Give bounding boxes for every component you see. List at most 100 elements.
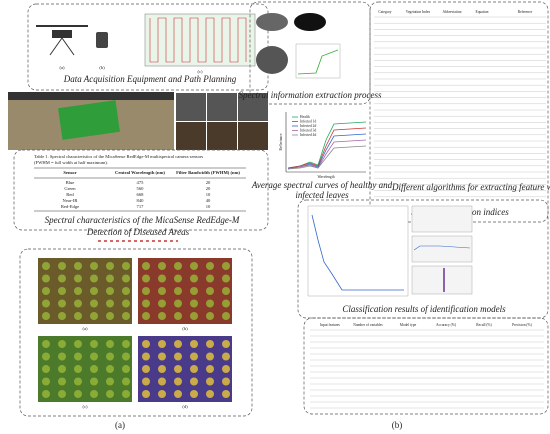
plant bbox=[190, 377, 198, 386]
plant bbox=[206, 340, 214, 348]
detection-image bbox=[138, 258, 232, 324]
plant bbox=[74, 299, 82, 308]
table-header: Number of variables bbox=[353, 323, 383, 327]
table-header: Precision (%) bbox=[512, 323, 532, 327]
section-title: Different algorithms for extracting feat… bbox=[391, 182, 550, 192]
leaf-thumbnails bbox=[176, 93, 268, 150]
plant bbox=[158, 262, 166, 270]
table-caption: (FWHM = full width at half maximum). bbox=[34, 160, 108, 165]
table-header: Category bbox=[378, 10, 391, 14]
plant bbox=[174, 299, 182, 308]
leaf-images bbox=[256, 13, 341, 79]
table-cell: 560 bbox=[137, 186, 145, 191]
plant bbox=[142, 390, 150, 398]
plant bbox=[222, 262, 230, 270]
plant bbox=[90, 377, 98, 386]
plant bbox=[190, 340, 198, 348]
panel-label: (a) bbox=[115, 420, 125, 430]
plant bbox=[106, 365, 114, 373]
plant bbox=[42, 390, 50, 398]
table-cell: Green bbox=[64, 186, 76, 191]
plant bbox=[174, 390, 182, 398]
detection-box bbox=[19, 248, 253, 417]
table-cell: 840 bbox=[137, 198, 145, 203]
table-header: Reference bbox=[518, 10, 533, 14]
plant bbox=[222, 352, 230, 361]
plant bbox=[58, 365, 66, 373]
plant bbox=[190, 352, 198, 361]
plant bbox=[190, 274, 198, 283]
plant bbox=[206, 390, 214, 398]
table1-box bbox=[13, 149, 269, 231]
selection-plots bbox=[307, 205, 473, 297]
plant bbox=[190, 365, 198, 373]
table-cell: 717 bbox=[137, 204, 145, 209]
plant bbox=[90, 390, 98, 398]
plant bbox=[142, 299, 150, 308]
x-label: Wavelength bbox=[317, 175, 334, 179]
panel-label: (b) bbox=[99, 65, 105, 70]
section-title: Average spectral curves of healthy and bbox=[251, 180, 393, 190]
plant bbox=[142, 365, 150, 373]
table-header: Central Wavelength (nm) bbox=[115, 170, 165, 175]
plant bbox=[206, 352, 214, 361]
plant bbox=[158, 377, 166, 386]
plant bbox=[122, 262, 130, 270]
plant bbox=[174, 352, 182, 361]
plant bbox=[122, 312, 130, 320]
plant bbox=[222, 377, 230, 386]
table-header: Equation bbox=[476, 10, 489, 14]
plant bbox=[122, 340, 130, 348]
plant bbox=[74, 340, 82, 348]
plant bbox=[190, 390, 198, 398]
plant bbox=[158, 312, 166, 320]
plant bbox=[206, 365, 214, 373]
table-cell: Near-IR bbox=[63, 198, 79, 203]
plant bbox=[90, 262, 98, 270]
plant bbox=[90, 352, 98, 361]
section-title: Detection of Diseased Areas bbox=[86, 227, 190, 237]
plant bbox=[58, 262, 66, 270]
table-header: Filter Bandwidth (FWHM) (nm) bbox=[176, 170, 240, 175]
extraction-box bbox=[249, 1, 371, 105]
plant bbox=[158, 365, 166, 373]
plant bbox=[74, 274, 82, 283]
plant bbox=[90, 312, 98, 320]
plant bbox=[190, 299, 198, 308]
plant bbox=[222, 365, 230, 373]
plant bbox=[74, 287, 82, 295]
table-cell: Red-Edge bbox=[61, 204, 79, 209]
table-cell: 10 bbox=[206, 204, 211, 209]
section-title: Classification results of identification… bbox=[342, 304, 506, 314]
plant bbox=[42, 287, 50, 295]
table-header: Input features bbox=[320, 323, 340, 327]
plant bbox=[206, 262, 214, 270]
results-table: Input features Number of variables Model t… bbox=[310, 323, 544, 409]
y-label: Reflectance bbox=[279, 133, 283, 150]
plant bbox=[174, 365, 182, 373]
plant bbox=[174, 274, 182, 283]
section-title: infected leaves bbox=[295, 190, 349, 200]
plant bbox=[190, 262, 198, 270]
plant bbox=[122, 299, 130, 308]
plant bbox=[74, 352, 82, 361]
legend-label: Infected 3d bbox=[300, 128, 316, 132]
plant bbox=[206, 287, 214, 295]
plant bbox=[74, 262, 82, 270]
plant bbox=[58, 299, 66, 308]
plant bbox=[222, 287, 230, 295]
plant bbox=[42, 352, 50, 361]
table-cell: 20 bbox=[206, 180, 211, 185]
thumbnail bbox=[176, 122, 206, 150]
plant bbox=[142, 287, 150, 295]
panel-label: (b) bbox=[182, 326, 188, 331]
table-cell: 668 bbox=[137, 192, 145, 197]
plant bbox=[106, 377, 114, 386]
plant bbox=[58, 352, 66, 361]
plant bbox=[74, 312, 82, 320]
plant bbox=[122, 352, 130, 361]
acquisition-title: Data Acquisition Equipment and Path Plan… bbox=[63, 74, 237, 84]
plant bbox=[206, 377, 214, 386]
plant bbox=[142, 352, 150, 361]
